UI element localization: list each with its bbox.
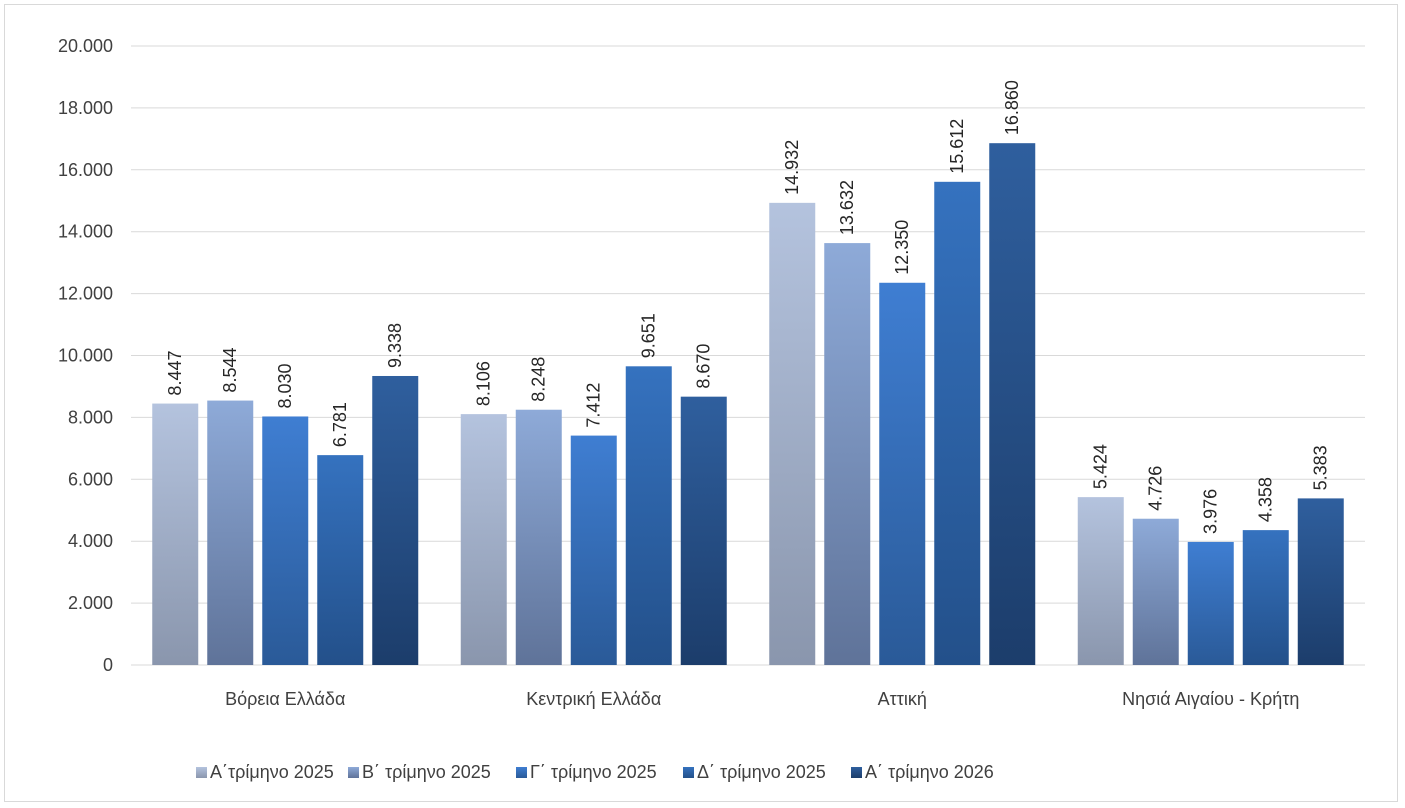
legend-label: Γ΄ τρίμηνο 2025	[530, 762, 657, 782]
data-label: 4.726	[1146, 466, 1166, 511]
bar	[989, 143, 1036, 666]
bar	[570, 435, 617, 665]
data-label: 4.358	[1256, 477, 1276, 522]
data-label: 9.338	[385, 323, 405, 368]
bar	[934, 181, 981, 665]
legend-swatch	[196, 767, 207, 778]
gridlines	[131, 45, 1365, 666]
legend-swatch	[683, 767, 694, 778]
y-tick-label: 8.000	[68, 407, 113, 427]
data-label: 9.651	[639, 313, 659, 358]
bar	[372, 375, 419, 665]
data-label: 12.350	[892, 220, 912, 275]
data-label: 8.670	[694, 344, 714, 389]
bars	[152, 143, 1344, 666]
legend-item: Α΄ τρίμηνο 2026	[851, 762, 994, 782]
bar	[262, 416, 309, 665]
data-label: 8.447	[165, 351, 185, 396]
legend-swatch	[516, 767, 527, 778]
data-label: 5.383	[1311, 445, 1331, 490]
data-label: 8.248	[529, 357, 549, 402]
bar	[1132, 518, 1179, 665]
data-label: 15.612	[947, 119, 967, 174]
y-tick-label: 0	[103, 655, 113, 675]
bar	[680, 396, 727, 665]
y-tick-label: 2.000	[68, 593, 113, 613]
data-label: 8.030	[275, 363, 295, 408]
legend-item: Γ΄ τρίμηνο 2025	[516, 762, 657, 782]
data-label: 8.106	[474, 361, 494, 406]
y-tick-label: 18.000	[58, 98, 113, 118]
legend-label: Α΄ τρίμηνο 2026	[865, 762, 994, 782]
y-tick-label: 20.000	[58, 36, 113, 56]
bar	[824, 243, 871, 665]
y-tick-label: 6.000	[68, 469, 113, 489]
legend-item: Β΄ τρίμηνο 2025	[348, 762, 491, 782]
bar	[1297, 498, 1344, 665]
legend: Α΄τρίμηνο 2025 Β΄ τρίμηνο 2025 Γ΄ τρίμηνο …	[196, 762, 994, 782]
x-axis-category-labels: Βόρεια Ελλάδα Κεντρική Ελλάδα Αττική Νησιά …	[225, 689, 1299, 709]
bar	[625, 366, 672, 665]
data-label: 8.544	[220, 348, 240, 393]
category-label: Νησιά Αιγαίου - Κρήτη	[1122, 689, 1299, 709]
legend-item: Δ΄ τρίμηνο 2025	[683, 762, 826, 782]
bar	[1077, 497, 1124, 665]
bar	[1242, 530, 1289, 665]
category-label: Αττική	[878, 689, 927, 709]
y-axis-tick-labels: 0 2.000 4.000 6.000 8.000 10.000 12.000 14.000 1…	[58, 36, 113, 675]
legend-label: Β΄ τρίμηνο 2025	[362, 762, 491, 782]
bar	[879, 282, 926, 665]
category-label: Κεντρική Ελλάδα	[526, 689, 661, 709]
bar	[460, 414, 507, 665]
data-label: 5.424	[1091, 444, 1111, 489]
data-label: 6.781	[330, 402, 350, 447]
bar	[769, 202, 816, 665]
bar	[317, 455, 364, 665]
data-label: 16.860	[1002, 80, 1022, 135]
y-tick-label: 4.000	[68, 531, 113, 551]
bar	[152, 403, 199, 665]
data-label: 13.632	[837, 180, 857, 235]
legend-item: Α΄τρίμηνο 2025	[196, 762, 334, 782]
data-labels: 8.447 8.544 8.030 6.781 9.338 8.106 8.248 7.412…	[165, 80, 1331, 534]
y-tick-label: 14.000	[58, 222, 113, 242]
data-label: 14.932	[782, 140, 802, 195]
y-tick-label: 12.000	[58, 284, 113, 304]
bar	[515, 409, 562, 665]
bar	[207, 400, 254, 665]
bar	[1187, 541, 1234, 665]
data-label: 7.412	[584, 383, 604, 428]
legend-swatch	[851, 767, 862, 778]
legend-label: Α΄τρίμηνο 2025	[210, 762, 334, 782]
legend-label: Δ΄ τρίμηνο 2025	[697, 762, 826, 782]
data-label: 3.976	[1201, 489, 1221, 534]
y-tick-label: 16.000	[58, 160, 113, 180]
y-tick-label: 10.000	[58, 346, 113, 366]
category-label: Βόρεια Ελλάδα	[225, 689, 345, 709]
legend-swatch	[348, 767, 359, 778]
